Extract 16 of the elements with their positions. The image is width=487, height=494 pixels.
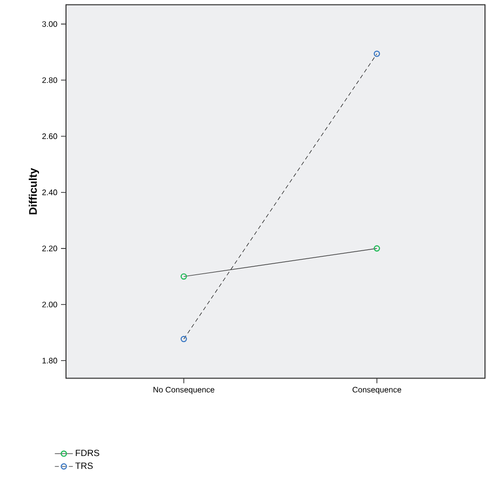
y-tick-label: 1.80	[42, 358, 58, 364]
y-axis-title: Difficulty	[28, 168, 40, 214]
point	[374, 245, 380, 252]
point	[374, 50, 380, 57]
point	[180, 336, 187, 342]
point	[180, 273, 187, 280]
x-tick-label: No Consequence	[154, 386, 214, 394]
y-tick-label: 2.80	[42, 77, 58, 83]
y-tick-label: 2.40	[42, 190, 58, 196]
y-tick-label: 3.00	[42, 21, 58, 27]
x-tick-label: Consequence	[352, 386, 402, 394]
y-tick-label: 2.60	[42, 133, 58, 140]
y-tick-label: 2.00	[42, 302, 58, 308]
legend-label: FDRS	[76, 450, 100, 456]
legend-label: TRS	[75, 462, 93, 469]
y-tick-label: 2.20	[42, 246, 58, 252]
